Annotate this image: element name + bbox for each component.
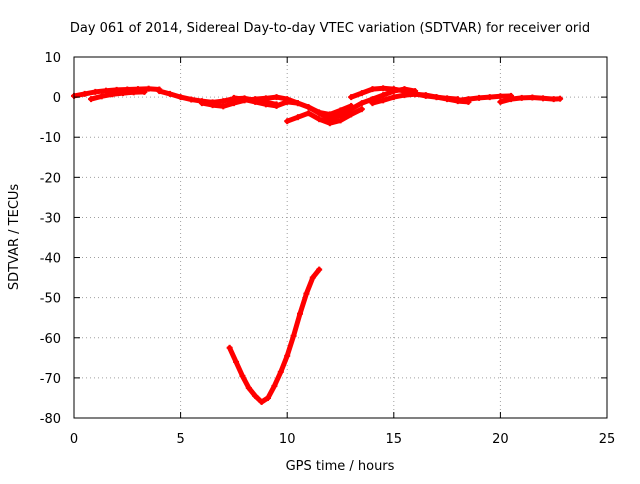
x-tick-label: 0 [70,432,78,447]
series-arc-11 [497,94,564,105]
y-tick-label: -40 [40,252,61,267]
x-tick-label: 5 [176,432,184,447]
series-arc-2 [88,88,148,103]
chart-title: Day 061 of 2014, Sidereal Day-to-day VTE… [70,21,590,36]
series-arc-10 [454,92,515,104]
plot-frame [73,56,608,419]
y-tick-label: -60 [40,332,61,347]
y-tick-label: -20 [40,171,61,186]
series-arc-1 [71,85,163,99]
series-line [370,91,471,106]
y-tick-label: 0 [53,91,61,106]
series-line [231,95,354,117]
x-tick-label: 15 [386,432,403,447]
series-arc-12 [226,266,323,405]
series-arc-5 [230,94,355,118]
series-line [227,267,322,405]
x-tick-label: 10 [279,432,296,447]
y-tick-label: -70 [40,372,61,387]
y-tick-label: 10 [44,51,61,66]
data-series [71,85,564,405]
y-tick-label: -80 [40,412,61,427]
y-axis-label: SDTVAR / TECUs [7,184,22,291]
series-arc-9 [369,91,472,107]
y-tick-label: -10 [40,131,61,146]
x-tick-label: 20 [492,432,509,447]
series-arc-6 [284,106,365,127]
y-tick-label: -50 [40,292,61,307]
y-tick-label: -30 [40,211,61,226]
x-axis-label: GPS time / hours [286,459,395,474]
x-tick-label: 25 [599,432,616,447]
axes: 0 5 10 15 20 25 10 0 -10 -20 -30 -40 -50 -60 -70 -80 [40,51,616,447]
